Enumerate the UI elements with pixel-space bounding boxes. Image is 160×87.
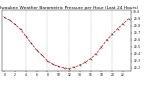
Title: Milwaukee Weather Barometric Pressure per Hour (Last 24 Hours): Milwaukee Weather Barometric Pressure pe… [0, 6, 138, 10]
